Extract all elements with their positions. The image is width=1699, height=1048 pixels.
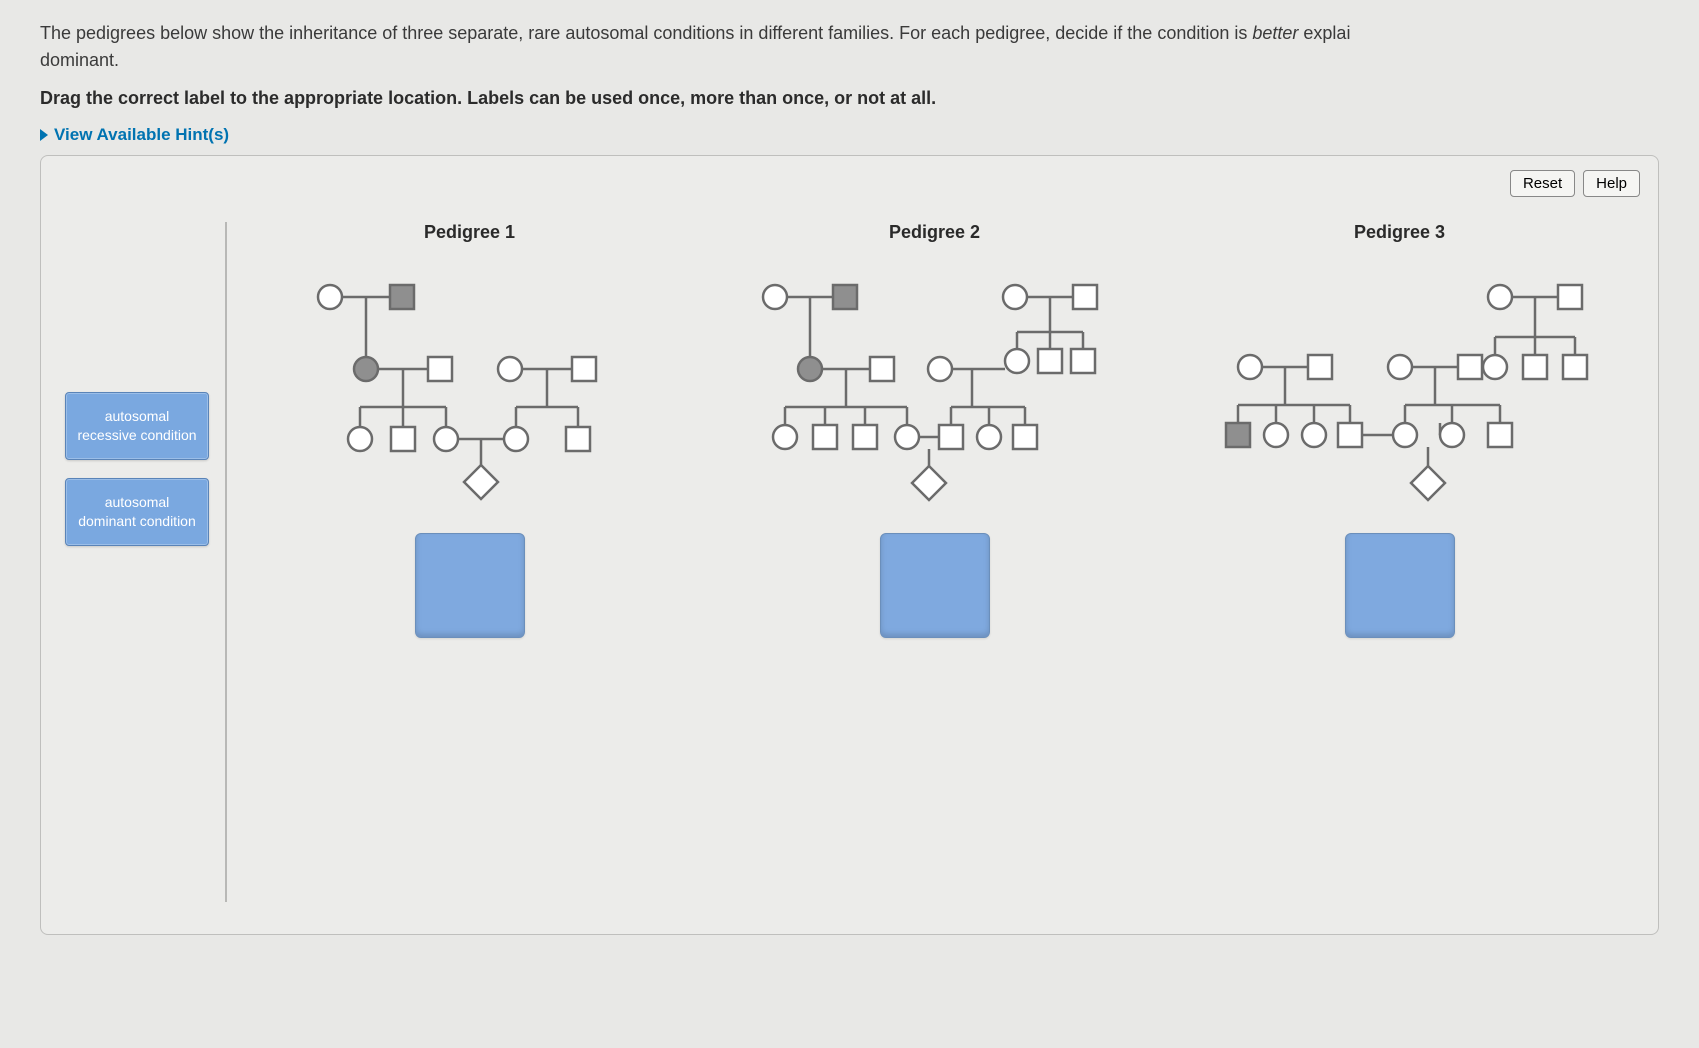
question-part-b: explai (1298, 23, 1350, 43)
workspace: autosomal recessive condition autosomal … (57, 222, 1642, 902)
instruction-text: Drag the correct label to the appropriat… (40, 88, 1659, 109)
reset-button[interactable]: Reset (1510, 170, 1575, 197)
pedigree-3-column: Pedigree 3 (1200, 222, 1600, 902)
pedigree-3-title: Pedigree 3 (1354, 222, 1445, 243)
pedigree-1-drop-target[interactable] (415, 533, 525, 638)
pedigree-1-column: Pedigree 1 (270, 222, 670, 902)
pedigree-1-diagram (280, 267, 660, 507)
label-autosomal-dominant[interactable]: autosomal dominant condition (65, 478, 209, 546)
question-italic: better (1252, 23, 1298, 43)
pedigree-2-drop-target[interactable] (880, 533, 990, 638)
pedigree-2-title: Pedigree 2 (889, 222, 980, 243)
pedigree-1-title: Pedigree 1 (424, 222, 515, 243)
hints-label: View Available Hint(s) (54, 125, 229, 145)
question-text: The pedigrees below show the inheritance… (40, 20, 1659, 74)
chevron-right-icon (40, 129, 48, 141)
label-autosomal-recessive[interactable]: autosomal recessive condition (65, 392, 209, 460)
question-part-a: The pedigrees below show the inheritance… (40, 23, 1252, 43)
view-hints-toggle[interactable]: View Available Hint(s) (40, 125, 229, 145)
pedigree-area: Pedigree 1 (227, 222, 1642, 902)
label-tray: autosomal recessive condition autosomal … (57, 222, 227, 902)
help-button[interactable]: Help (1583, 170, 1640, 197)
pedigree-3-drop-target[interactable] (1345, 533, 1455, 638)
activity-panel: Reset Help autosomal recessive condition… (40, 155, 1659, 935)
pedigree-3-diagram (1190, 267, 1610, 507)
pedigree-2-diagram (725, 267, 1145, 507)
question-line2: dominant. (40, 50, 119, 70)
pedigree-2-column: Pedigree 2 (735, 222, 1135, 902)
